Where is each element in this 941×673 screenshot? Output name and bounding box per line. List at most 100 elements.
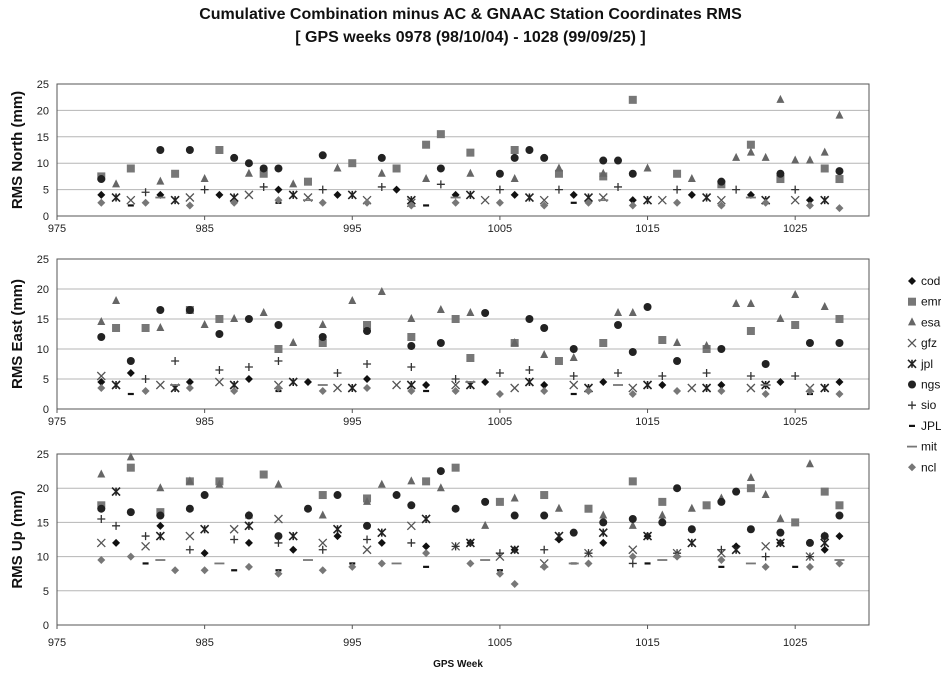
data-point-cod xyxy=(835,532,844,541)
data-point-esa xyxy=(643,163,652,172)
data-point-sio xyxy=(274,357,283,365)
data-point-ngs xyxy=(746,525,755,534)
y-tick-label: 5 xyxy=(43,185,49,197)
data-point-cod xyxy=(422,542,431,551)
data-point-ncl xyxy=(717,556,726,565)
legend-label-emr: emr xyxy=(921,295,941,309)
data-point-jpl xyxy=(347,190,357,200)
data-point-ncl xyxy=(717,201,726,210)
data-point-ngs xyxy=(495,169,504,178)
data-point-gfz xyxy=(687,383,697,393)
data-point-cod xyxy=(805,196,814,205)
data-point-cod xyxy=(97,378,106,386)
data-point-jpl xyxy=(510,545,520,555)
data-point-ngs xyxy=(126,508,135,517)
data-point-esa xyxy=(687,174,696,183)
data-point-ncl xyxy=(495,390,504,398)
data-point-emr xyxy=(835,315,844,323)
data-point-ngs xyxy=(97,504,106,513)
data-point-emr xyxy=(215,315,224,323)
data-point-gfz xyxy=(141,541,151,551)
legend-marker-emr xyxy=(908,297,916,306)
data-point-sio xyxy=(540,545,549,554)
data-point-esa xyxy=(599,168,608,177)
data-point-jpl xyxy=(288,190,298,200)
data-point-gfz xyxy=(185,531,195,541)
data-point-jpl xyxy=(421,514,431,524)
x-axis-label: GPS Week xyxy=(433,659,483,670)
data-point-esa xyxy=(510,174,519,183)
y-tick-label: 10 xyxy=(37,158,49,170)
data-point-emr xyxy=(599,339,608,347)
x-tick-label: 1025 xyxy=(783,416,807,428)
data-point-sio xyxy=(658,372,667,380)
data-point-ngs xyxy=(614,156,623,165)
data-point-ncl xyxy=(628,201,637,210)
data-point-ngs xyxy=(185,146,194,154)
data-point-ngs xyxy=(274,164,283,173)
y-tick-label: 5 xyxy=(43,374,49,386)
data-point-ngs xyxy=(185,504,194,513)
data-point-emr xyxy=(495,497,504,506)
data-point-jpl xyxy=(554,531,564,541)
data-point-esa xyxy=(614,308,623,316)
data-point-esa xyxy=(318,510,327,519)
data-point-ngs xyxy=(156,511,165,520)
data-point-ngs xyxy=(525,315,534,323)
y-tick-label: 15 xyxy=(37,132,49,144)
data-point-ncl xyxy=(230,387,239,395)
data-point-ncl xyxy=(244,562,253,571)
data-point-ncl xyxy=(318,566,327,575)
data-point-cod xyxy=(244,375,253,383)
data-point-ngs xyxy=(363,521,372,530)
data-point-ngs xyxy=(392,491,401,500)
x-tick-label: 995 xyxy=(343,637,361,649)
legend-marker-cod xyxy=(908,277,916,285)
data-point-jpl xyxy=(377,528,387,538)
data-point-ngs xyxy=(244,511,253,520)
plot-frame xyxy=(56,258,870,410)
data-point-cod xyxy=(303,378,312,386)
data-point-ngs xyxy=(658,518,667,527)
data-point-cod xyxy=(333,190,342,199)
data-point-ngs xyxy=(776,169,785,178)
data-point-ngs xyxy=(820,532,829,541)
data-point-esa xyxy=(156,483,165,492)
data-point-ncl xyxy=(805,387,814,395)
legend-label-cod: cod xyxy=(921,274,940,288)
data-point-jpl xyxy=(642,531,653,541)
data-point-emr xyxy=(658,497,667,506)
x-tick-label: 1005 xyxy=(488,223,512,235)
data-point-esa xyxy=(230,314,239,322)
y-tick-label: 0 xyxy=(43,404,49,416)
x-tick-label: 1005 xyxy=(488,416,512,428)
data-point-sio xyxy=(185,545,194,554)
data-point-emr xyxy=(510,146,519,154)
data-point-esa xyxy=(348,296,357,304)
data-point-emr xyxy=(554,169,563,178)
data-point-esa xyxy=(156,323,165,331)
data-point-gfz xyxy=(244,190,254,200)
data-point-esa xyxy=(761,490,770,499)
data-point-ngs xyxy=(569,345,578,353)
data-point-ngs xyxy=(230,153,239,162)
data-point-jpl xyxy=(347,383,357,393)
y-tick-label: 10 xyxy=(37,344,49,356)
x-tick-label: 985 xyxy=(195,637,213,649)
data-point-jpl xyxy=(170,195,180,205)
data-point-sio xyxy=(244,363,253,371)
legend-label-jpl: jpl xyxy=(920,357,933,371)
data-point-sio xyxy=(259,182,268,191)
data-point-esa xyxy=(658,510,667,519)
data-point-ncl xyxy=(318,198,327,207)
data-point-ncl xyxy=(495,198,504,207)
data-point-esa xyxy=(805,155,814,164)
data-point-ngs xyxy=(628,169,637,178)
data-point-sio xyxy=(436,180,445,189)
data-point-cod xyxy=(363,375,372,383)
data-point-ngs xyxy=(525,146,534,154)
data-point-ngs xyxy=(510,511,519,520)
y-axis-label: RMS North (mm) xyxy=(9,91,26,209)
data-point-ngs xyxy=(185,306,194,314)
data-point-gfz xyxy=(214,377,224,387)
